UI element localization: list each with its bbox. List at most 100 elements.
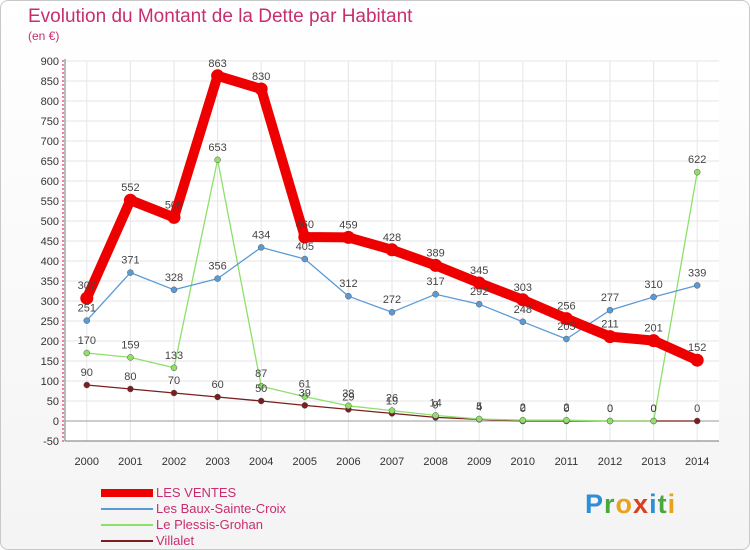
y-tick-label: 800 [41, 96, 59, 108]
data-point [432, 412, 439, 419]
data-point [388, 407, 396, 414]
x-tick-label: 2012 [598, 456, 622, 468]
data-label: 0 [651, 403, 657, 415]
y-tick-label: 0 [53, 416, 59, 428]
data-label: 159 [121, 339, 139, 351]
data-label: 0 [607, 403, 613, 415]
data-label: 552 [121, 182, 139, 194]
proxiti-logo: Proxiti [585, 489, 676, 520]
data-label: 0 [520, 403, 526, 415]
x-tick-label: 2002 [162, 456, 186, 468]
data-label: 39 [299, 387, 311, 399]
data-point [211, 69, 225, 83]
data-point [127, 385, 134, 393]
x-tick-label: 2011 [555, 456, 579, 468]
data-point [429, 258, 443, 272]
data-point [519, 318, 527, 326]
data-point [693, 168, 701, 176]
data-point [214, 156, 221, 164]
y-tick-label: 350 [41, 276, 59, 288]
data-label: 50 [255, 383, 267, 395]
y-tick-label: 100 [41, 376, 59, 388]
data-label: 29 [342, 391, 354, 403]
y-tick-label: 850 [41, 76, 59, 88]
data-label: 460 [296, 219, 314, 231]
data-point [388, 308, 396, 316]
data-label: 9 [433, 399, 439, 411]
data-label: 830 [252, 71, 270, 83]
data-point [690, 353, 704, 367]
data-point [80, 291, 94, 305]
data-label: 2 [520, 402, 526, 414]
x-tick-label: 2013 [641, 456, 665, 468]
data-point [83, 381, 91, 389]
logo-letter: r [604, 489, 616, 519]
legend-label: Le Plessis-Grohan [156, 517, 263, 532]
data-point [257, 382, 265, 390]
data-label: 5 [476, 401, 482, 413]
data-label: 170 [78, 335, 96, 347]
data-point [127, 354, 134, 361]
data-label: 60 [211, 379, 223, 391]
data-label: 312 [339, 278, 357, 290]
data-label: 2 [563, 402, 569, 414]
data-point [170, 286, 178, 294]
data-label: 389 [426, 247, 444, 259]
data-point [345, 292, 352, 300]
data-label: 80 [124, 371, 136, 383]
x-tick-label: 2009 [467, 456, 491, 468]
data-label: 272 [383, 294, 401, 306]
logo-letter: P [585, 489, 605, 519]
data-label: 61 [299, 379, 311, 391]
data-point [559, 312, 573, 326]
data-label: 251 [78, 303, 96, 315]
legend-label: Villalet [156, 533, 195, 548]
data-label: 152 [688, 342, 706, 354]
data-point [693, 282, 701, 289]
data-label: 70 [168, 375, 180, 387]
logo-letter: t [657, 489, 668, 519]
data-label: 328 [165, 272, 183, 284]
data-label: 459 [339, 219, 357, 231]
legend-swatch [101, 489, 153, 497]
y-tick-label: 550 [41, 196, 59, 208]
data-label: 0 [563, 403, 569, 415]
legend-swatch [101, 540, 153, 542]
data-point [301, 255, 309, 263]
data-label: 26 [386, 393, 398, 405]
logo-letter: i [667, 489, 677, 519]
logo-letter: x [633, 489, 650, 519]
data-point [170, 364, 178, 372]
data-label: 653 [208, 142, 226, 154]
x-tick-label: 2001 [118, 456, 142, 468]
data-label: 201 [644, 323, 662, 335]
y-tick-label: 250 [41, 316, 59, 328]
data-label: 248 [514, 304, 532, 316]
data-point [345, 402, 352, 410]
y-tick-label: 300 [41, 296, 59, 308]
data-point [385, 243, 399, 257]
data-point [254, 82, 268, 96]
data-label: 211 [601, 319, 619, 331]
data-point [127, 269, 134, 276]
data-label: 133 [165, 350, 183, 362]
chart-title: Evolution du Montant de la Dette par Hab… [28, 6, 413, 27]
data-label: 87 [255, 368, 267, 380]
data-point [516, 293, 530, 307]
data-label: 0 [607, 403, 613, 415]
y-tick-label: 650 [41, 156, 59, 168]
data-point [214, 393, 221, 401]
y-tick-label: 200 [41, 336, 59, 348]
y-tick-label: 700 [41, 136, 59, 148]
data-point [563, 416, 570, 424]
data-label: 371 [121, 255, 139, 267]
data-label: 277 [601, 292, 619, 304]
data-label: 19 [386, 395, 398, 407]
data-point [214, 275, 221, 282]
legend-label: LES VENTES [156, 485, 237, 500]
data-label: 14 [429, 397, 441, 409]
data-point [650, 417, 657, 425]
data-label: 428 [383, 232, 401, 244]
x-tick-label: 2000 [75, 456, 99, 468]
